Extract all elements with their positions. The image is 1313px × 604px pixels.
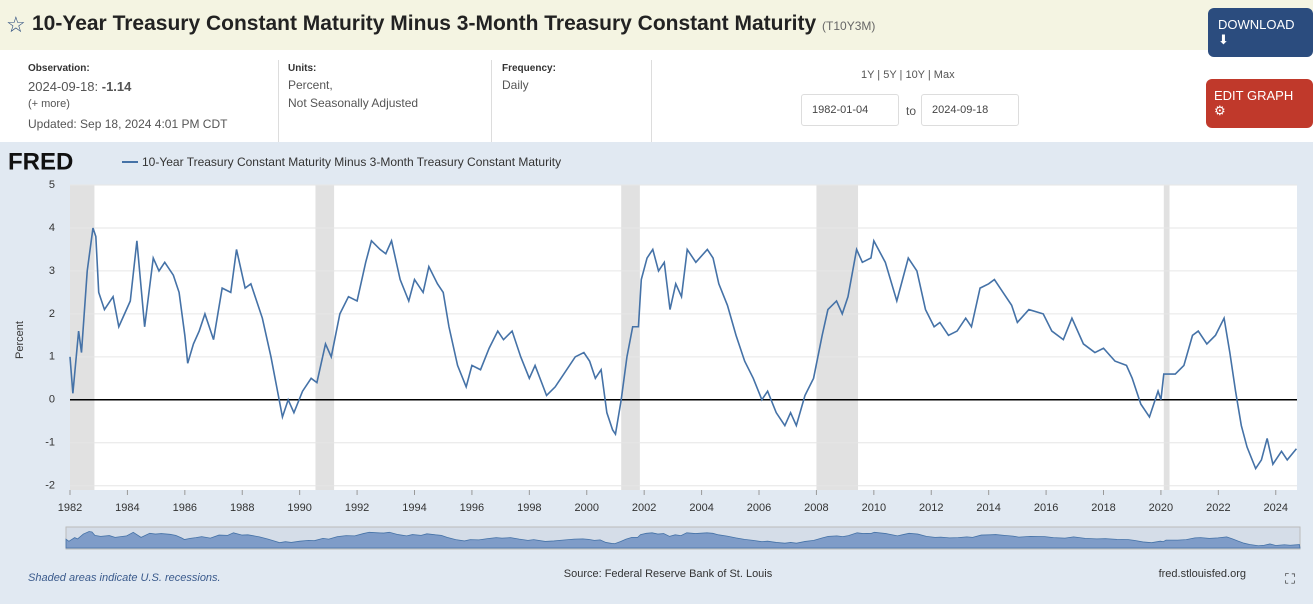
plot-bg	[70, 185, 1297, 490]
download-text: DOWNLOAD	[1218, 17, 1295, 32]
recession	[315, 185, 335, 490]
chart: FRED 10-Year Treasury Constant Maturity …	[0, 142, 1313, 604]
x-tick-label: 2010	[862, 502, 886, 514]
y-tick-label: 4	[49, 222, 55, 234]
legend-label: 10-Year Treasury Constant Maturity Minus…	[142, 155, 561, 169]
frequency: Daily	[502, 78, 529, 92]
x-tick-label: 2014	[976, 502, 1000, 514]
y-tick-label: -2	[45, 480, 55, 492]
x-tick-label: 1992	[345, 502, 369, 514]
start-date[interactable]: 1982-01-04	[801, 94, 899, 126]
units-2: Not Seasonally Adjusted	[288, 96, 419, 110]
y-tick-label: 2	[49, 308, 55, 320]
range-buttons[interactable]: 1Y | 5Y | 10Y | Max	[861, 69, 955, 81]
units-1: Percent,	[288, 78, 333, 92]
fred-logo: FRED	[8, 148, 73, 175]
more-link[interactable]: (+ more)	[28, 98, 70, 110]
series-code: (T10Y3M)	[822, 19, 876, 33]
fullscreen-icon[interactable]: ⛶	[1285, 571, 1295, 587]
y-tick-label: 3	[49, 265, 55, 277]
y-tick-label: 1	[49, 351, 55, 363]
x-tick-label: 2020	[1149, 502, 1173, 514]
units-label: Units:	[288, 63, 317, 74]
x-tick-label: 2002	[632, 502, 656, 514]
x-tick-label: 1988	[230, 502, 254, 514]
y-tick-label: 0	[49, 394, 55, 406]
title-wrap: 10-Year Treasury Constant Maturity Minus…	[32, 12, 875, 36]
x-tick-label: 1990	[287, 502, 311, 514]
x-tick-label: 2004	[689, 502, 713, 514]
observation-label: Observation:	[28, 63, 90, 74]
x-tick-label: 2016	[1034, 502, 1058, 514]
edit-button[interactable]: EDIT GRAPH ⚙	[1206, 79, 1313, 128]
x-tick-label: 1982	[58, 502, 82, 514]
updated: Updated: Sep 18, 2024 4:01 PM CDT	[28, 117, 228, 131]
end-date[interactable]: 2024-09-18	[921, 94, 1019, 126]
series-line	[69, 227, 1298, 471]
site: fred.stlouisfed.org	[1159, 568, 1246, 580]
star-icon[interactable]: ☆	[6, 12, 26, 37]
to: to	[906, 104, 917, 118]
frequency-label: Frequency:	[502, 63, 556, 74]
separator	[491, 60, 492, 144]
separator	[651, 60, 652, 144]
x-tick-label: 2006	[747, 502, 771, 514]
x-tick-label: 1998	[517, 502, 541, 514]
title: 10-Year Treasury Constant Maturity Minus…	[32, 12, 817, 35]
x-tick-label: 1984	[115, 502, 139, 514]
observation: 2024-09-18: -1.14	[28, 79, 131, 94]
obs-date: 2024-09-18:	[28, 79, 99, 94]
download-button[interactable]: DOWNLOAD ⬇	[1208, 8, 1313, 57]
separator	[278, 60, 279, 144]
edit-text: EDIT GRAPH	[1214, 88, 1294, 103]
x-tick-label: 2012	[919, 502, 943, 514]
y-tick-label: 5	[49, 179, 55, 191]
x-tick-label: 2008	[804, 502, 828, 514]
x-tick-label: 1994	[402, 502, 426, 514]
x-tick-label: 2024	[1264, 502, 1288, 514]
source: Source: Federal Reserve Bank of St. Loui…	[564, 568, 773, 580]
navigator-line	[65, 531, 1301, 549]
recession	[816, 185, 859, 490]
recession	[1163, 185, 1170, 490]
note: Shaded areas indicate U.S. recessions.	[28, 572, 221, 584]
x-tick-label: 2022	[1206, 502, 1230, 514]
y-axis-title: Percent	[14, 321, 26, 359]
x-tick-label: 1996	[460, 502, 484, 514]
header	[0, 0, 1313, 50]
y-tick-label: -1	[45, 437, 55, 449]
x-tick-label: 2000	[575, 502, 599, 514]
x-tick-label: 2018	[1091, 502, 1115, 514]
x-tick-label: 1986	[173, 502, 197, 514]
obs-value: -1.14	[101, 79, 132, 94]
